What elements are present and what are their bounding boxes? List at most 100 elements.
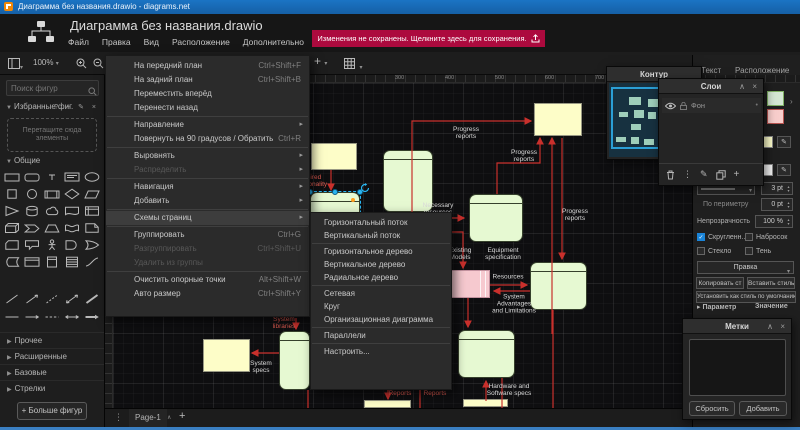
shape-circle[interactable]: [22, 185, 42, 202]
favorites-action-icons[interactable]: ? + ✎ ×: [54, 104, 99, 111]
menubar-item-4[interactable]: Расположение: [172, 37, 230, 47]
checkbox-Набросок[interactable]: Набросок: [745, 233, 787, 241]
page-layout-item-2[interactable]: Вертикальный поток: [324, 231, 401, 240]
add-page-button[interactable]: +: [179, 410, 186, 422]
sidebar-section-Стрелки[interactable]: ▶ Стрелки: [0, 380, 104, 396]
shape-line-diagonal-dashed[interactable]: [42, 290, 62, 307]
add-layer-icon[interactable]: +: [733, 169, 740, 180]
checkbox-Скругленн...[interactable]: ✓ Скругленн...: [697, 233, 747, 241]
arrange-menu-item-3[interactable]: Переместить вперёд: [134, 89, 212, 98]
shape-tape[interactable]: [62, 219, 82, 236]
arrange-menu-item-21[interactable]: Очистить опорные точки Alt+Shift+W: [134, 275, 301, 284]
shape-line-diagonal-arrow[interactable]: [22, 290, 42, 307]
edge-label[interactable]: Hardware and Software specs: [486, 383, 532, 397]
edit-layer-icon[interactable]: ✎: [700, 169, 708, 179]
arrange-menu-item-19[interactable]: Удалить из группы: [134, 258, 203, 267]
shape-textbox[interactable]: [62, 168, 82, 185]
tags-window-title[interactable]: Метки ∧ ×: [683, 319, 791, 334]
menubar-item-3[interactable]: Вид: [143, 37, 160, 47]
shape-vertical-container[interactable]: [42, 253, 62, 270]
diagram-node-green[interactable]: [279, 331, 310, 390]
param-header[interactable]: ▸ Параметр: [697, 304, 737, 311]
shape-rectangle[interactable]: [2, 168, 22, 185]
edge-label[interactable]: Resources: [492, 273, 524, 281]
shape-document[interactable]: [62, 202, 82, 219]
layer-menu-icon[interactable]: ⋮: [683, 169, 692, 179]
shape-list[interactable]: [62, 253, 82, 270]
arrange-menu-item-6[interactable]: Направление ▸: [106, 118, 309, 132]
lock-icon[interactable]: [680, 101, 687, 110]
shape-cloud[interactable]: [42, 202, 62, 219]
sidebar-section-Прочее[interactable]: ▶ Прочее: [0, 332, 104, 348]
shape-line-diagonal[interactable]: [2, 290, 22, 307]
page-layout-item-8[interactable]: Сетевая: [324, 289, 355, 298]
edge-label[interactable]: Progress reports: [452, 126, 480, 140]
edge-label[interactable]: Existing Models: [448, 247, 472, 261]
sidebar-section-Расширенные[interactable]: ▶ Расширенные: [0, 348, 104, 364]
checkbox-box[interactable]: ✓: [697, 233, 705, 241]
arrange-menu-item-22[interactable]: Авто размер Ctrl+Shift+Y: [134, 289, 301, 298]
duplicate-layer-icon[interactable]: [715, 169, 726, 180]
arrange-menu-item-1[interactable]: На передний план Ctrl+Shift+F: [134, 61, 301, 70]
arrange-menu-item-4[interactable]: Перенести назад: [134, 103, 198, 112]
checkbox-Стекло[interactable]: Стекло: [697, 247, 731, 255]
shape-parallelogram[interactable]: [82, 185, 102, 202]
selection-handle[interactable]: [357, 189, 363, 195]
tab-arrange[interactable]: Расположение: [735, 66, 790, 75]
edit-style-dropdown[interactable]: Правка ▾: [697, 261, 794, 275]
table-grid-icon[interactable]: ▾: [344, 56, 362, 74]
shape-triangle[interactable]: [2, 202, 22, 219]
diagram-node-pink-datastore[interactable]: [449, 270, 490, 298]
page-tab-caret-icon[interactable]: ∧: [167, 415, 172, 421]
shape-line-arrow[interactable]: [22, 308, 42, 325]
rotate-handle-icon[interactable]: [360, 180, 370, 198]
edge-label[interactable]: Progress reports: [561, 208, 589, 222]
line-width-spinner[interactable]: 3 pt ▴ ▾: [761, 182, 793, 195]
diagram-edge[interactable]: [496, 136, 544, 194]
shape-trapezoid[interactable]: [42, 219, 62, 236]
diagram-node-green[interactable]: [458, 330, 515, 378]
diagram-node-yellow[interactable]: [364, 400, 411, 408]
favorites-dropzone[interactable]: Перетащите сюда элементы: [7, 118, 97, 152]
shape-process[interactable]: [42, 185, 62, 202]
unsaved-changes-banner[interactable]: Изменения не сохранены. Щелкните здесь д…: [312, 30, 545, 47]
line-color-edit-icon[interactable]: ✎: [777, 164, 791, 176]
shape-line-bidirectional[interactable]: [62, 308, 82, 325]
shape-actor[interactable]: [42, 236, 62, 253]
zoom-in-icon[interactable]: [76, 56, 87, 74]
shape-rounded-rectangle[interactable]: [22, 168, 42, 185]
fill-color-edit-icon[interactable]: ✎: [777, 136, 791, 148]
page-layout-item-1[interactable]: Горизонтальный поток: [324, 218, 408, 227]
general-section-header[interactable]: ▼ Общие: [6, 156, 41, 165]
page-layout-item-5[interactable]: Вертикальное дерево: [324, 260, 406, 269]
pages-menu-icon[interactable]: ⋮: [114, 412, 123, 422]
opacity-spinner[interactable]: 100 % ▴ ▾: [755, 215, 793, 228]
shape-search-input[interactable]: [6, 80, 99, 96]
layers-window-title[interactable]: Слои ∧ ×: [659, 79, 763, 94]
connection-point-dot[interactable]: [351, 198, 355, 202]
eye-icon[interactable]: [665, 102, 676, 110]
insert-shape-icon[interactable]: + ▾: [314, 54, 328, 68]
perimeter-spinner[interactable]: 0 pt ▴ ▾: [761, 198, 793, 211]
style-preset-pink[interactable]: [767, 109, 784, 124]
shape-line[interactable]: [2, 308, 22, 325]
shape-card[interactable]: [2, 236, 22, 253]
arrange-menu-item-15[interactable]: Схемы страниц ▸: [106, 211, 309, 225]
close-icon[interactable]: ×: [752, 82, 757, 91]
minimize-icon[interactable]: ∧: [767, 322, 773, 331]
style-presets-next-icon[interactable]: ›: [790, 97, 793, 106]
shape-curve[interactable]: [82, 253, 102, 270]
minimize-icon[interactable]: ∧: [739, 82, 745, 91]
menubar-item-1[interactable]: Файл: [68, 37, 89, 47]
view-toggle-icon[interactable]: ▾: [8, 56, 23, 74]
edge-label[interactable]: System libraries: [272, 316, 296, 330]
edge-label[interactable]: Progress reports: [510, 149, 538, 163]
arrange-menu-item-2[interactable]: На задний план Ctrl+Shift+B: [134, 75, 301, 84]
shape-callout[interactable]: [22, 236, 42, 253]
diagram-node-yellow[interactable]: [311, 143, 357, 170]
page-layout-item-10[interactable]: Организационная диаграмма: [324, 315, 434, 324]
checkbox-Тень[interactable]: Тень: [745, 247, 771, 255]
diagram-node-green[interactable]: [469, 194, 523, 242]
arrange-menu-item-9[interactable]: Выровнять ▸: [106, 149, 309, 163]
shape-line-bold-arrow[interactable]: [82, 308, 102, 325]
